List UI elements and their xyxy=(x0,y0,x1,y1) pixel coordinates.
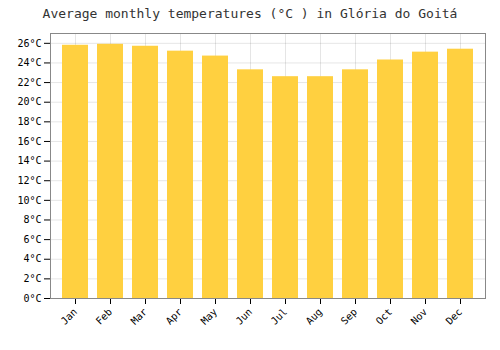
svg-text:Aug: Aug xyxy=(304,306,325,327)
svg-text:16°C: 16°C xyxy=(17,136,41,147)
svg-text:18°C: 18°C xyxy=(17,116,41,127)
svg-text:Jan: Jan xyxy=(59,306,80,327)
svg-text:0°C: 0°C xyxy=(23,293,41,304)
svg-text:Sep: Sep xyxy=(339,306,360,327)
svg-text:20°C: 20°C xyxy=(17,96,41,107)
svg-text:22°C: 22°C xyxy=(17,77,41,88)
svg-text:Oct: Oct xyxy=(374,306,395,327)
svg-text:24°C: 24°C xyxy=(17,57,41,68)
svg-text:Nov: Nov xyxy=(409,306,430,327)
svg-text:6°C: 6°C xyxy=(23,234,41,245)
svg-text:2°C: 2°C xyxy=(23,273,41,284)
svg-text:Dec: Dec xyxy=(444,306,465,327)
svg-text:8°C: 8°C xyxy=(23,214,41,225)
svg-text:4°C: 4°C xyxy=(23,253,41,264)
svg-text:26°C: 26°C xyxy=(17,38,41,49)
svg-text:Jun: Jun xyxy=(234,306,255,327)
svg-text:Mar: Mar xyxy=(129,306,150,327)
svg-text:14°C: 14°C xyxy=(17,155,41,166)
svg-text:10°C: 10°C xyxy=(17,195,41,206)
svg-text:12°C: 12°C xyxy=(17,175,41,186)
svg-text:Jul: Jul xyxy=(269,306,290,327)
svg-text:May: May xyxy=(199,306,220,327)
html-text:Average monthly temperatures (: Average monthly temperatures (°C ) in Gl… xyxy=(42,6,458,21)
svg-text:Apr: Apr xyxy=(164,306,185,327)
svg-text:Feb: Feb xyxy=(94,306,115,327)
